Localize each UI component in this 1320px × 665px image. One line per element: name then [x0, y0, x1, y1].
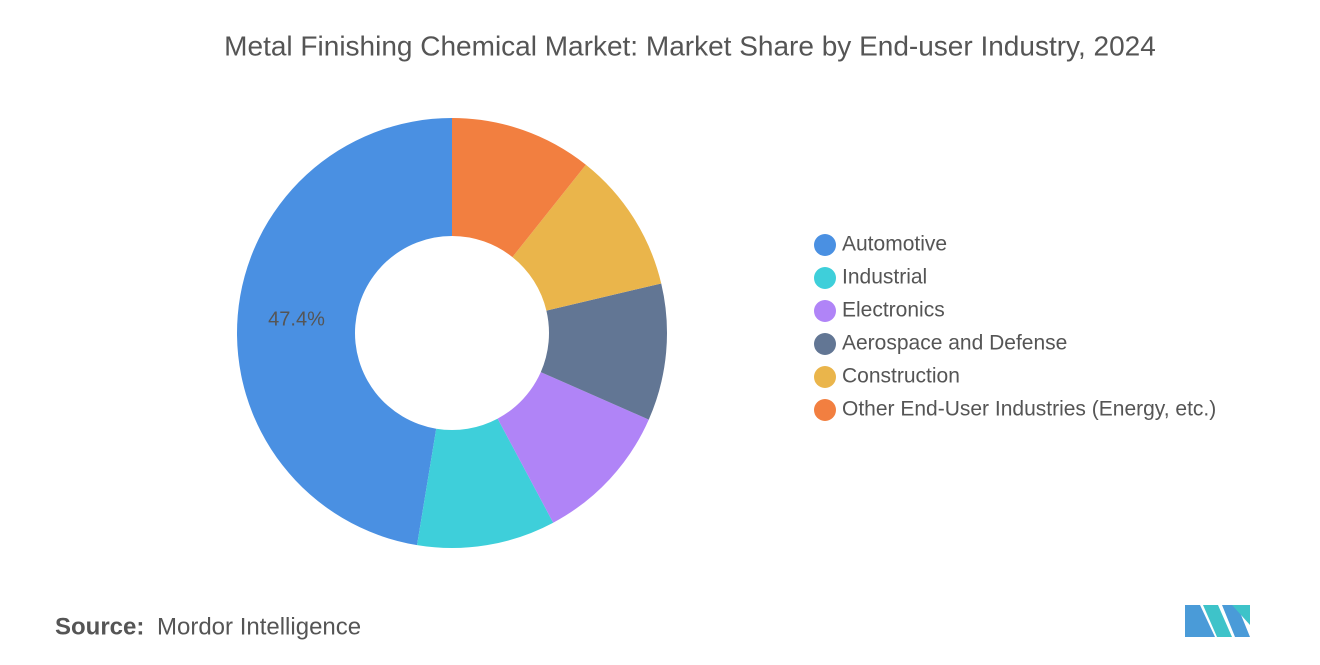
legend-marker	[814, 333, 836, 355]
slice	[237, 118, 452, 546]
legend-marker	[814, 234, 836, 256]
slice	[540, 283, 668, 420]
source-label: Source:	[55, 613, 144, 640]
chart-title: Metal Finishing Chemical Market: Market …	[224, 30, 1156, 61]
legend-label: Aerospace and Defense	[842, 332, 1067, 355]
legend-label: Automotive	[842, 233, 947, 256]
slice	[497, 372, 649, 523]
legend-marker	[814, 300, 836, 322]
legend-label: Electronics	[842, 299, 945, 322]
slice	[417, 418, 554, 548]
legend-marker	[814, 267, 836, 289]
logo	[1185, 605, 1250, 637]
slice	[512, 164, 662, 311]
legend-label: Industrial	[842, 266, 927, 289]
value-label: 47.4%	[268, 309, 325, 331]
source-text: Mordor Intelligence	[157, 613, 361, 640]
legend-marker	[814, 399, 836, 421]
slice	[452, 118, 586, 258]
legend-marker	[814, 366, 836, 388]
legend-label: Construction	[842, 365, 960, 388]
legend-label: Other End-User Industries (Energy, etc.)	[842, 398, 1216, 421]
